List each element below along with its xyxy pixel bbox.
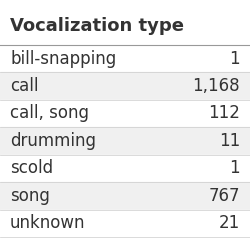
Text: bill-snapping: bill-snapping xyxy=(10,50,116,68)
Bar xyxy=(0,182,250,210)
Bar xyxy=(0,210,250,237)
Text: unknown: unknown xyxy=(10,214,86,232)
Bar xyxy=(0,100,250,127)
Text: 112: 112 xyxy=(208,105,240,122)
Text: drumming: drumming xyxy=(10,132,96,150)
Text: call, song: call, song xyxy=(10,105,89,122)
Text: 11: 11 xyxy=(219,132,240,150)
Text: Vocalization type: Vocalization type xyxy=(10,17,184,35)
Text: call: call xyxy=(10,77,38,95)
Bar xyxy=(0,72,250,100)
Text: 1,168: 1,168 xyxy=(192,77,240,95)
Bar xyxy=(0,127,250,155)
Bar xyxy=(0,7,250,45)
Text: song: song xyxy=(10,187,50,205)
Text: 1: 1 xyxy=(230,159,240,177)
Bar xyxy=(0,45,250,72)
Text: scold: scold xyxy=(10,159,53,177)
Text: 1: 1 xyxy=(230,50,240,68)
Text: 767: 767 xyxy=(208,187,240,205)
Text: 21: 21 xyxy=(219,214,240,232)
Bar xyxy=(0,155,250,182)
